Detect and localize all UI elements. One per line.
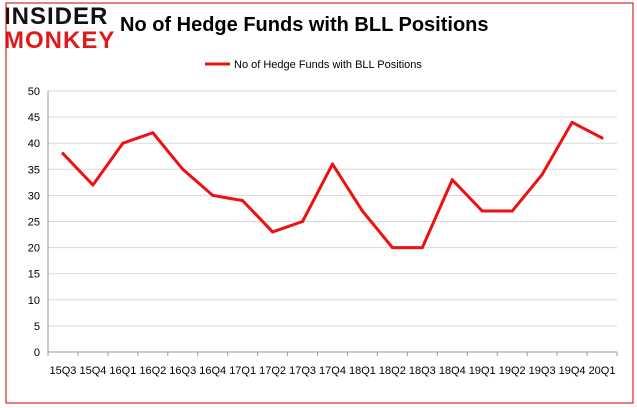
chart-title: No of Hedge Funds with BLL Positions xyxy=(120,14,489,36)
data-point xyxy=(271,230,275,234)
gridlines xyxy=(48,90,617,327)
data-point xyxy=(510,209,514,213)
y-axis-ticks: 0 5 10 15 20 25 30 35 40 45 50 xyxy=(28,86,40,359)
y-tick-label: 15 xyxy=(28,269,40,281)
x-tick-label: 20Q1 xyxy=(589,365,616,377)
x-axis-ticks: 15Q3 15Q4 16Q1 16Q2 16Q3 16Q4 17Q1 17Q2 17Q3 17Q4… xyxy=(47,352,618,377)
x-tick-label: 17Q4 xyxy=(319,365,346,377)
legend: No of Hedge Funds with BLL Positions xyxy=(205,59,422,71)
x-tick-label: 17Q1 xyxy=(229,365,256,377)
y-tick-label: 0 xyxy=(34,347,40,359)
data-point xyxy=(301,220,305,223)
x-tick-label: 18Q1 xyxy=(349,365,376,377)
insider-monkey-logo: INSIDER MONKEY xyxy=(4,4,116,56)
axes xyxy=(47,91,617,353)
data-point xyxy=(360,209,364,213)
y-tick-label: 30 xyxy=(28,190,40,202)
data-point xyxy=(151,131,155,135)
x-tick-label: 15Q3 xyxy=(50,365,77,377)
x-tick-label: 19Q3 xyxy=(529,365,556,377)
series-line xyxy=(61,120,604,250)
x-tick-label: 15Q4 xyxy=(79,365,106,377)
x-tick-label: 17Q2 xyxy=(259,365,286,377)
data-point xyxy=(420,246,424,250)
logo-line-monkey: MONKEY xyxy=(4,27,116,54)
data-point xyxy=(480,209,484,213)
legend-label: No of Hedge Funds with BLL Positions xyxy=(234,59,422,71)
logo-line-insider: INSIDER xyxy=(4,3,109,30)
x-tick-label: 19Q1 xyxy=(469,365,496,377)
outer-border xyxy=(5,2,634,404)
y-tick-label: 35 xyxy=(28,164,40,176)
x-tick-label: 19Q4 xyxy=(559,365,586,377)
x-tick-label: 18Q4 xyxy=(439,365,466,377)
y-tick-label: 25 xyxy=(28,217,40,229)
data-point xyxy=(181,167,185,171)
data-point xyxy=(450,178,454,182)
data-point xyxy=(331,162,334,166)
x-tick-label: 16Q3 xyxy=(169,365,196,377)
x-tick-label: 19Q2 xyxy=(499,365,526,377)
y-tick-label: 45 xyxy=(28,112,40,124)
y-tick-label: 5 xyxy=(34,321,40,333)
data-point xyxy=(241,199,245,203)
x-tick-label: 16Q1 xyxy=(109,365,136,377)
y-tick-label: 10 xyxy=(28,295,40,307)
x-tick-label: 17Q3 xyxy=(289,365,316,377)
data-point xyxy=(211,193,215,197)
x-tick-label: 18Q2 xyxy=(379,365,406,377)
data-point xyxy=(91,183,95,187)
data-point xyxy=(61,152,65,156)
y-tick-label: 40 xyxy=(28,138,40,150)
data-point xyxy=(390,246,394,250)
data-point xyxy=(600,136,604,140)
x-tick-label: 16Q2 xyxy=(139,365,166,377)
y-tick-label: 50 xyxy=(28,86,40,98)
data-point xyxy=(570,120,574,124)
data-point xyxy=(121,141,125,145)
data-point xyxy=(540,173,544,177)
x-tick-label: 18Q3 xyxy=(409,365,436,377)
x-tick-label: 16Q4 xyxy=(199,365,226,377)
series-layer xyxy=(61,120,604,250)
y-tick-label: 20 xyxy=(28,243,40,255)
